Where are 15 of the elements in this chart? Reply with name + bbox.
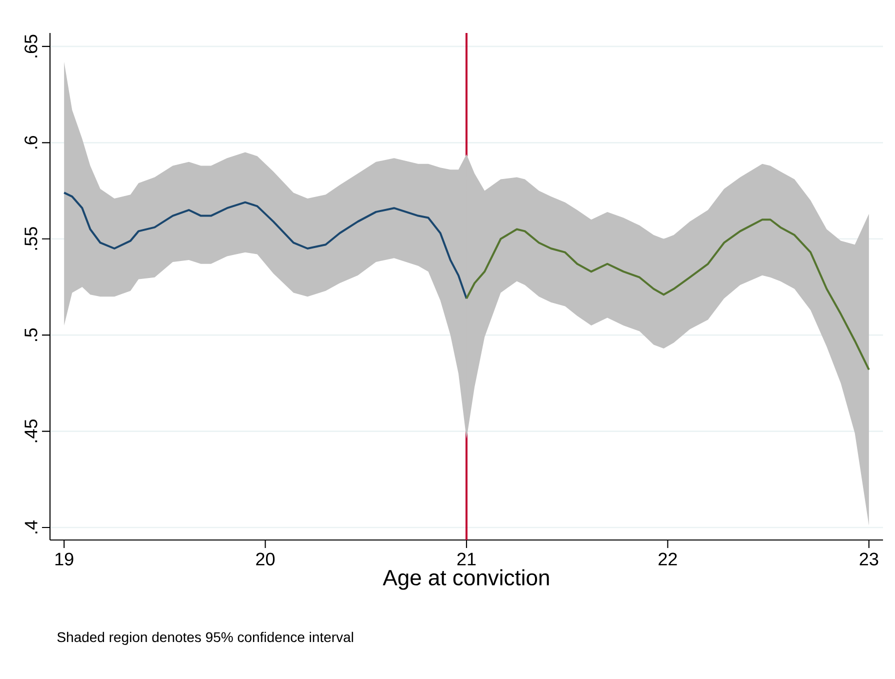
y-tick-label: .65 (24, 34, 38, 58)
x-tick-label: 22 (658, 552, 677, 566)
y-tick-label: .55 (24, 227, 38, 250)
line-series (466, 218, 870, 371)
x-tick-label: 21 (457, 552, 476, 566)
y-tick-label: .45 (24, 420, 38, 442)
y-tick-label: .5 (24, 328, 38, 341)
x-tick-label: 20 (256, 552, 275, 566)
x-axis-title: Age at conviction (382, 569, 549, 590)
x-tick-label: 23 (860, 552, 878, 566)
text: Shaded region denotes 95% confidence interval (57, 632, 354, 645)
x-tick-label: 19 (55, 552, 74, 566)
y-tick-label: .6 (24, 136, 38, 149)
y-tick-label: .4 (24, 520, 38, 534)
line-series (63, 192, 468, 300)
